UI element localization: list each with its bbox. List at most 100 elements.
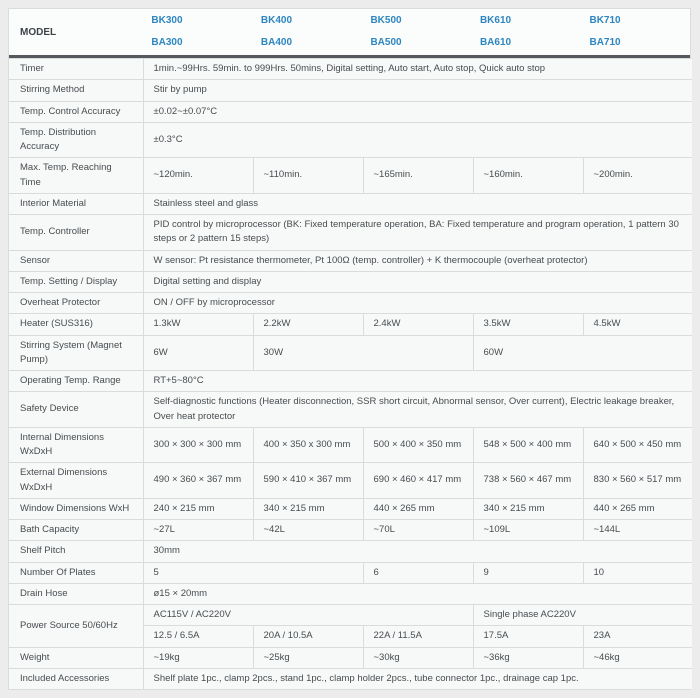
spec-row-label: Stirring System (Magnet Pump)	[9, 334, 144, 371]
spec-cell: AC115V / AC220V	[142, 603, 474, 627]
spec-cell: 6	[362, 561, 474, 584]
table-row: Power Source 50/60Hz AC115V / AC220V Singl…	[9, 603, 693, 648]
table-row: Overheat Protector ON / OFF by microproce…	[9, 291, 693, 315]
spec-row-label: Window Dimensions WxH	[9, 497, 144, 521]
spec-cell: ~144L	[582, 518, 693, 542]
table-row: Weight ~19kg ~25kg ~30kg ~36kg ~46kg	[9, 646, 693, 669]
spec-cell: ~70L	[362, 518, 474, 542]
spec-row-label: Temp. Control Accuracy	[9, 100, 144, 123]
spec-row-label: Stirring Method	[9, 79, 144, 102]
table-row: Temp. Setting / Display Digital setting a…	[9, 270, 693, 294]
model-header-row: MODEL BK300 BA300 BK400 BA400 BK500 BA50…	[9, 9, 690, 58]
spec-cell: ~27L	[142, 518, 254, 542]
table-row: Max. Temp. Reaching Time ~120min. ~110min.…	[9, 157, 693, 194]
spec-cell: 30mm	[142, 540, 693, 563]
spec-cell: Self-diagnostic functions (Heater discon…	[142, 391, 693, 428]
spec-row-label: Safety Device	[9, 391, 144, 428]
spec-cell: ~30kg	[362, 646, 474, 669]
spec-table: MODEL BK300 BA300 BK400 BA400 BK500 BA50…	[8, 8, 693, 690]
spec-row-label: Number Of Plates	[9, 561, 144, 584]
table-row: Bath Capacity ~27L ~42L ~70L ~109L ~144L	[9, 518, 693, 542]
table-row: Sensor W sensor: Pt resistance thermomete…	[9, 249, 693, 272]
table-row: Temp. Control Accuracy ±0.02~±0.07°C	[9, 100, 693, 123]
spec-cell: 23A	[582, 625, 693, 648]
spec-cell: 490 × 360 × 367 mm	[142, 462, 254, 499]
spec-cell: Stir by pump	[142, 79, 693, 102]
spec-row-label: Operating Temp. Range	[9, 369, 144, 393]
spec-cell: ~109L	[472, 518, 584, 542]
spec-cell: 640 × 500 × 450 mm	[582, 426, 693, 464]
spec-row-label: Internal Dimensions WxDxH	[9, 426, 144, 464]
table-row: Drain Hose ø15 × 20mm	[9, 582, 693, 606]
spec-row-label: Interior Material	[9, 192, 144, 216]
spec-cell: ø15 × 20mm	[142, 582, 693, 606]
table-row: Temp. Controller PID control by microproc…	[9, 214, 693, 251]
spec-row-label: Power Source 50/60Hz	[9, 604, 144, 648]
spec-cell: 5	[142, 561, 364, 584]
model-name-ba: BA710	[589, 37, 621, 48]
spec-row-label: Temp. Setting / Display	[9, 270, 144, 294]
table-row: Operating Temp. Range RT+5~80°C	[9, 369, 693, 393]
spec-cell: Shelf plate 1pc., clamp 2pcs., stand 1pc…	[142, 667, 693, 689]
spec-cell: ~160min.	[472, 157, 584, 194]
spec-row-label: Heater (SUS316)	[9, 313, 144, 336]
spec-row-label: Sensor	[9, 249, 144, 272]
spec-cell: Stainless steel and glass	[142, 192, 693, 216]
spec-row-label: External Dimensions WxDxH	[9, 462, 144, 499]
spec-cell: 340 × 215 mm	[472, 497, 584, 521]
model-name-ba: BA300	[151, 37, 183, 48]
spec-row-label: Included Accessories	[9, 667, 144, 689]
spec-row-label: Drain Hose	[9, 582, 144, 606]
spec-cell: 400 × 350 x 300 mm	[252, 426, 364, 464]
table-row: Window Dimensions WxH 240 × 215 mm 340 × 2…	[9, 497, 693, 521]
table-row: Safety Device Self-diagnostic functions (…	[9, 391, 693, 428]
spec-cell: 440 × 265 mm	[362, 497, 474, 521]
spec-cell: ~19kg	[142, 646, 254, 669]
spec-cell: 500 × 400 × 350 mm	[362, 426, 474, 464]
spec-cell: 6W	[142, 334, 254, 371]
spec-row-label: Weight	[9, 646, 144, 669]
model-column: BK400 BA400	[252, 9, 362, 55]
table-row: Number Of Plates 5 6 9 10	[9, 561, 693, 584]
model-column: BK500 BA500	[361, 9, 471, 55]
spec-cell: 12.5 / 6.5A	[143, 625, 254, 648]
spec-cell: 4.5kW	[582, 313, 693, 336]
spec-cell: RT+5~80°C	[142, 369, 693, 393]
model-column: BK710 BA710	[580, 9, 690, 55]
spec-cell: ON / OFF by microprocessor	[142, 291, 693, 315]
spec-cell: 30W	[252, 334, 474, 371]
spec-cell: 17.5A	[472, 625, 584, 648]
spec-cell: 22A / 11.5A	[362, 625, 474, 648]
table-row: Internal Dimensions WxDxH 300 × 300 × 300…	[9, 426, 693, 464]
model-column: BK610 BA610	[471, 9, 581, 55]
spec-cell: 2.4kW	[362, 313, 474, 336]
model-name-bk: BK500	[370, 15, 402, 26]
spec-cell: ~42L	[252, 518, 364, 542]
spec-cell: 60W	[472, 334, 693, 371]
spec-cell: 2.2kW	[252, 313, 364, 336]
spec-cell: 440 × 265 mm	[582, 497, 693, 521]
model-name-ba: BA500	[370, 37, 402, 48]
spec-row-label: Overheat Protector	[9, 291, 144, 315]
table-row: Heater (SUS316) 1.3kW 2.2kW 2.4kW 3.5kW 4.5kW	[9, 313, 693, 336]
spec-row-label: Temp. Distribution Accuracy	[9, 121, 144, 159]
model-header-label: MODEL	[20, 26, 57, 38]
spec-cell: ~110min.	[252, 157, 364, 194]
spec-cell: 20A / 10.5A	[252, 625, 364, 648]
spec-cell: ~165min.	[362, 157, 474, 194]
spec-cell: 548 × 500 × 400 mm	[472, 426, 584, 464]
spec-cell: 300 × 300 × 300 mm	[142, 426, 254, 464]
model-name-bk: BK400	[260, 15, 293, 26]
spec-cell: 340 × 215 mm	[252, 497, 364, 521]
model-name-bk: BK300	[151, 15, 183, 26]
spec-row-label: Timer	[9, 57, 144, 81]
spec-cell: Digital setting and display	[142, 270, 693, 294]
spec-cell: ~120min.	[142, 157, 254, 194]
model-column: BK300 BA300	[142, 9, 252, 55]
table-row: Shelf Pitch 30mm	[9, 540, 693, 563]
model-name-ba: BA400	[260, 37, 293, 48]
table-row: Timer 1min.~99Hrs. 59min. to 999Hrs. 50mi…	[9, 57, 693, 81]
spec-cell: ~25kg	[252, 646, 364, 669]
spec-cell: 690 × 460 × 417 mm	[362, 462, 474, 499]
